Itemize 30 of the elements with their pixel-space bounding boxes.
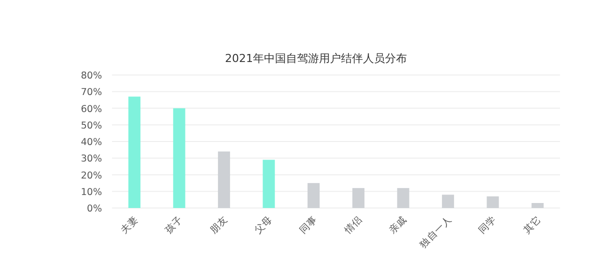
x-tick-label: 其它 [521, 214, 544, 236]
x-tick-label: 同学 [476, 214, 499, 236]
y-tick-label: 80% [80, 70, 102, 82]
bar [352, 188, 364, 208]
bar [486, 196, 499, 208]
y-tick-label: 0% [86, 204, 102, 214]
x-tick-label: 朋友 [208, 214, 230, 236]
bar [308, 183, 320, 208]
x-tick-label: 父母 [252, 214, 275, 236]
x-tick-label: 夫妻 [118, 214, 141, 236]
x-tick-label: 孩子 [162, 214, 186, 236]
x-tick-label: 独自一人 [417, 214, 454, 250]
bar [128, 96, 140, 208]
bar [218, 151, 230, 208]
chart-title: 2021年中国自驾游用户结伴人员分布 [225, 52, 407, 65]
bar [532, 203, 544, 208]
y-tick-label: 10% [80, 186, 102, 198]
y-tick-label: 40% [80, 137, 102, 148]
bar [442, 194, 454, 208]
y-tick-label: 70% [80, 87, 102, 98]
x-tick-label: 情侣 [341, 214, 365, 237]
x-tick-label: 亲戚 [386, 214, 410, 236]
bar [397, 188, 410, 208]
y-tick-label: 60% [80, 104, 102, 115]
x-tick-label: 同事 [297, 214, 320, 236]
y-tick-label: 20% [80, 170, 102, 182]
bar [173, 108, 186, 208]
bar [262, 160, 275, 208]
y-tick-label: 30% [80, 154, 102, 165]
y-tick-label: 50% [80, 120, 102, 132]
